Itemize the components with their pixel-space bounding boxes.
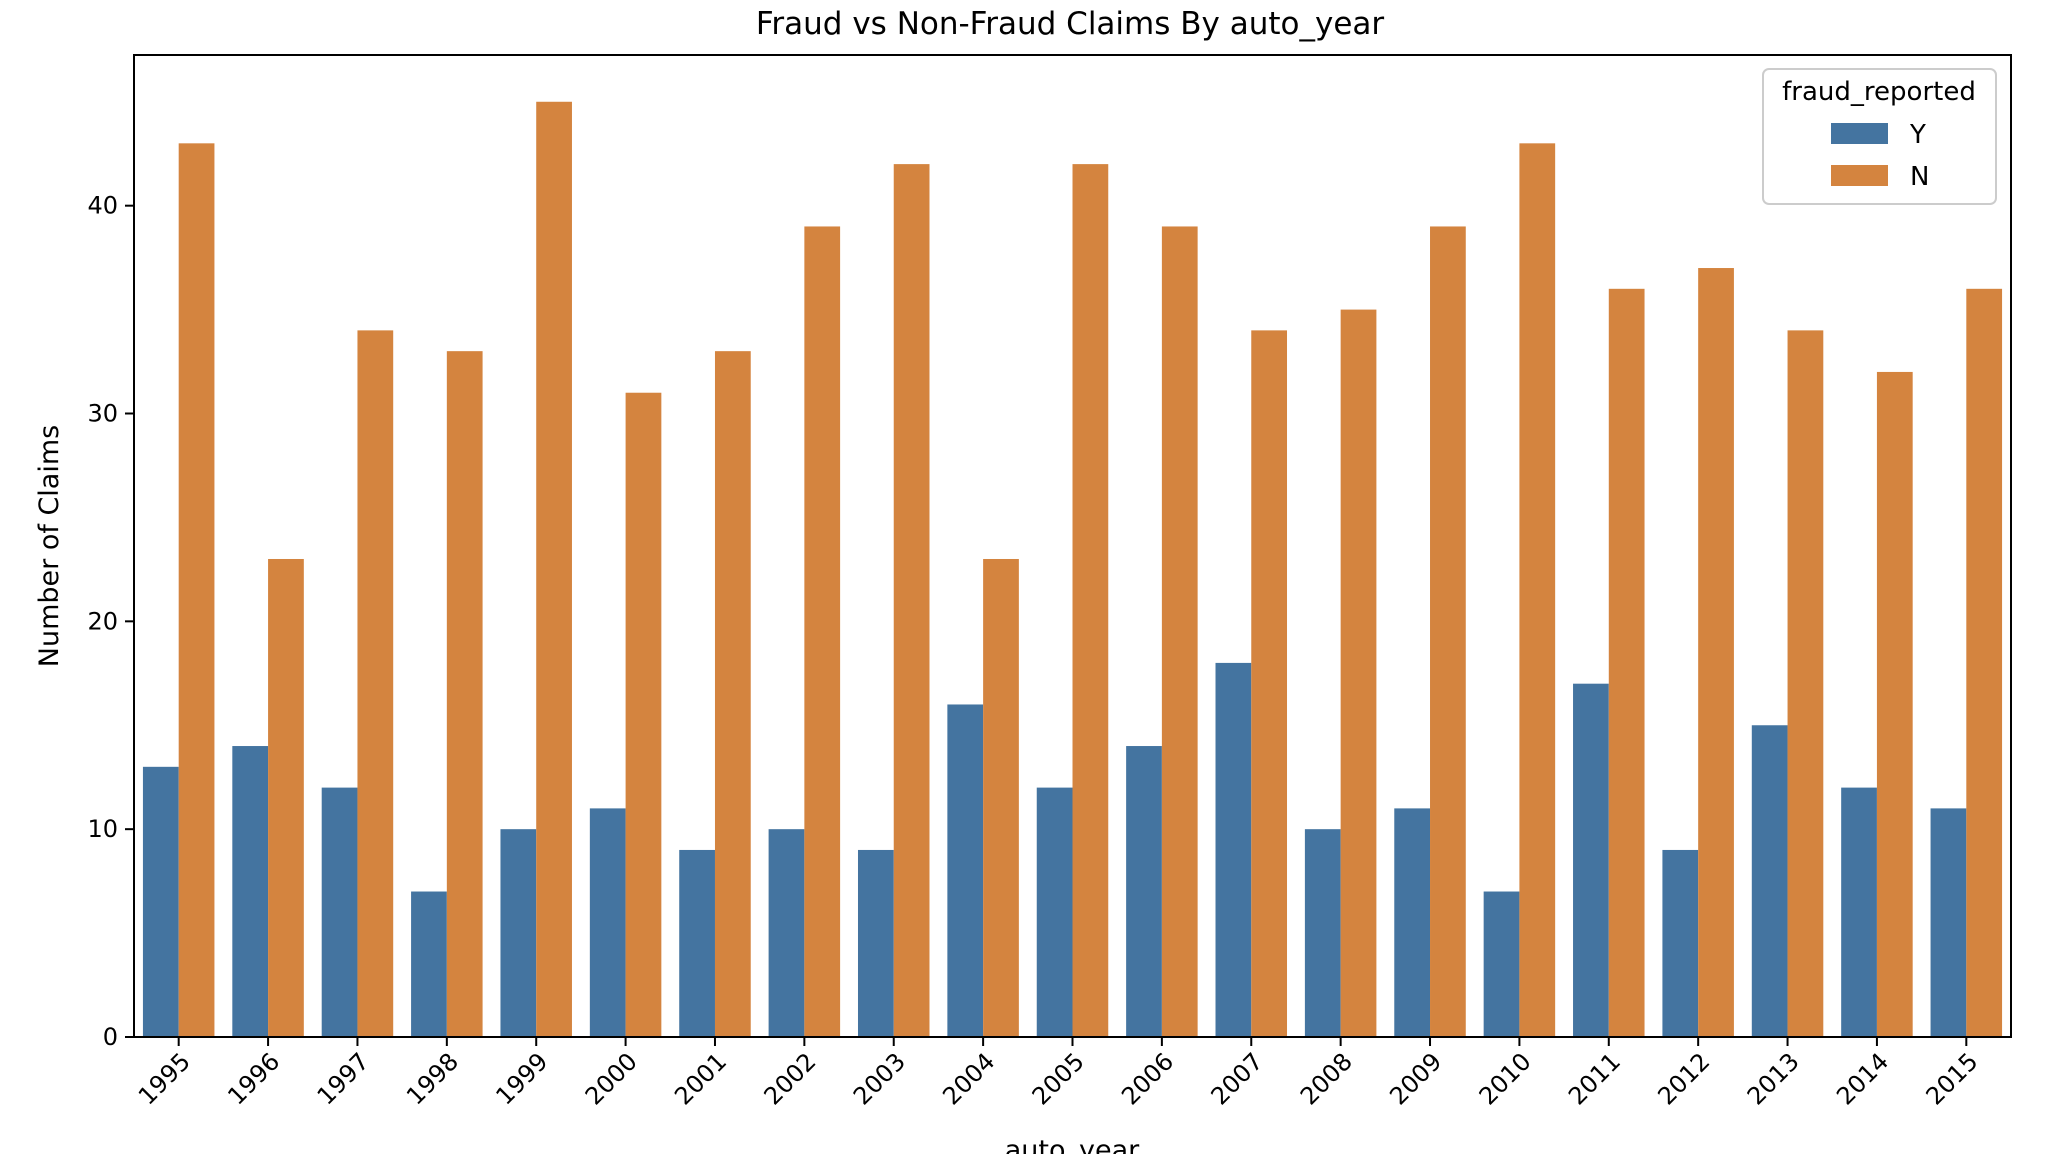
chart-title: Fraud vs Non-Fraud Claims By auto_year [756,6,1385,42]
x-tick-label-1995: 1995 [133,1047,196,1110]
bar-y-2004 [947,704,984,1037]
x-tick-label-2002: 2002 [759,1047,822,1110]
legend-title: fraud_reported [1782,77,1976,107]
bar-n-2013 [1787,330,1824,1037]
legend-label-y: Y [1909,120,1926,150]
x-tick-label-2003: 2003 [848,1047,911,1110]
x-tick-label-2000: 2000 [580,1047,643,1110]
y-axis: 0 10 20 30 40 [87,192,134,1051]
bar-y-1996 [232,746,269,1037]
x-tick-label-2005: 2005 [1027,1047,1090,1110]
bar-n-1996 [268,558,304,1037]
x-axis-label: auto_year [1005,1135,1140,1154]
bar-n-2010 [1519,143,1556,1037]
bar-n-2014 [1876,371,1913,1038]
y-tick-label-0: 0 [103,1023,118,1051]
bar-n-2011 [1608,288,1645,1037]
bar-n-2000 [625,392,662,1037]
bar-y-2005 [1036,787,1073,1037]
bar-y-2014 [1841,787,1877,1037]
x-tick-label-2008: 2008 [1295,1047,1358,1110]
bar-y-1997 [321,787,358,1037]
bar-y-1995 [142,766,179,1037]
x-tick-label-1998: 1998 [401,1047,464,1110]
bar-y-2008 [1304,829,1341,1037]
x-tick-label-2015: 2015 [1921,1047,1984,1110]
x-tick-label-2001: 2001 [669,1047,732,1110]
bar-n-1997 [357,330,394,1037]
y-tick-label-10: 10 [87,815,118,843]
x-axis: 1995 1996 1997 1998 1999 2000 2001 2002 2003 2004… [133,1037,1984,1110]
bar-n-2009 [1430,226,1466,1037]
y-axis-label: Number of Claims [34,425,65,667]
legend: fraud_reported Y N [1762,68,1997,205]
bar-n-2005 [1072,164,1109,1038]
x-tick-label-2014: 2014 [1831,1047,1894,1110]
bar-n-2004 [983,558,1019,1037]
x-tick-label-1997: 1997 [312,1047,375,1110]
bar-y-2009 [1394,808,1431,1037]
x-tick-label-1999: 1999 [490,1047,553,1110]
legend-swatch-n [1831,165,1888,186]
bar-y-2007 [1215,662,1252,1037]
bar-n-2002 [804,226,841,1037]
bar-y-2010 [1483,891,1520,1037]
y-tick-label-20: 20 [87,607,118,635]
legend-label-n: N [1910,162,1929,192]
bar-n-2008 [1340,309,1377,1037]
legend-swatch-y [1831,123,1888,144]
plot-area [142,101,2003,1038]
bar-n-2007 [1251,330,1288,1037]
y-tick-label-30: 30 [87,400,118,428]
x-tick-label-1996: 1996 [222,1047,285,1110]
bar-y-1998 [411,891,447,1037]
x-tick-label-2012: 2012 [1652,1047,1715,1110]
bar-n-2001 [714,351,751,1038]
bar-y-2001 [679,849,715,1037]
bar-y-2002 [768,829,805,1037]
bar-n-2003 [893,164,930,1038]
bar-y-2000 [589,808,626,1037]
x-tick-label-2011: 2011 [1563,1047,1626,1110]
x-tick-label-2009: 2009 [1384,1047,1447,1110]
bar-y-2011 [1573,683,1609,1037]
x-tick-label-2013: 2013 [1742,1047,1805,1110]
bar-y-2003 [857,849,894,1037]
bar-n-2006 [1161,226,1198,1037]
x-tick-label-2007: 2007 [1206,1047,1269,1110]
bar-n-2015 [1966,288,2003,1037]
bar-n-1998 [446,351,483,1038]
x-tick-label-2010: 2010 [1474,1047,1537,1110]
bar-n-1995 [178,143,215,1037]
y-tick-label-40: 40 [87,192,118,220]
bar-y-2012 [1662,849,1699,1037]
x-tick-label-2006: 2006 [1116,1047,1179,1110]
plot-frame [133,54,2012,1038]
bar-y-2015 [1930,808,1967,1037]
bar-y-1999 [500,829,537,1037]
bar-n-1999 [536,101,572,1037]
bar-y-2013 [1751,725,1788,1037]
bar-y-2006 [1126,746,1162,1037]
x-tick-label-2004: 2004 [937,1047,1000,1110]
bar-n-2012 [1698,268,1734,1037]
